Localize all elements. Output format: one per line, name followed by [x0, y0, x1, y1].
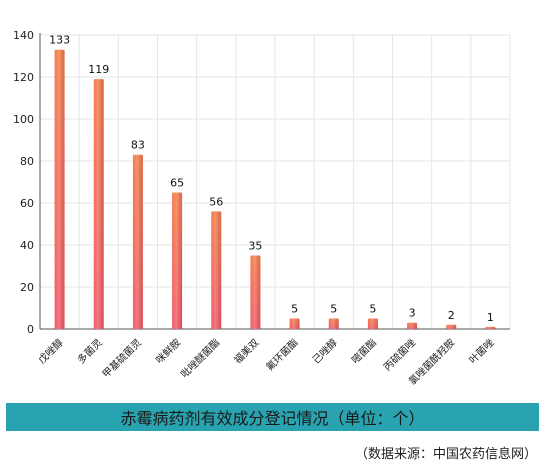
x-tick-label: 氟环菌酯	[263, 336, 300, 373]
x-tick-label: 福美双	[231, 336, 261, 366]
bar-shading	[446, 324, 457, 329]
x-tick-label: 己唑醇	[309, 336, 339, 366]
bar-shading	[54, 49, 65, 329]
y-tick-label: 40	[20, 239, 34, 252]
data-label: 5	[369, 303, 376, 316]
bar-shading	[250, 255, 261, 329]
bar-shading	[211, 211, 222, 329]
data-label: 5	[330, 303, 337, 316]
x-tick-label: 丙硫菌唑	[381, 336, 418, 373]
title-banner: 赤霉病药剂有效成分登记情况（单位：个）	[6, 403, 539, 431]
y-tick-label: 140	[13, 29, 34, 42]
y-tick-label: 120	[13, 71, 34, 84]
chart-title: 赤霉病药剂有效成分登记情况（单位：个）	[120, 409, 425, 428]
y-tick-label: 0	[27, 323, 34, 336]
bar-shading	[367, 318, 378, 329]
data-label: 35	[248, 240, 262, 253]
data-label: 2	[448, 309, 455, 322]
bar-shading	[289, 318, 300, 329]
data-source-note: （数据来源：中国农药信息网）	[354, 447, 537, 462]
bar-shading	[485, 326, 496, 329]
y-tick-label: 60	[20, 197, 34, 210]
y-tick-label: 80	[20, 155, 34, 168]
bar-shading	[93, 79, 104, 329]
data-label: 65	[170, 177, 184, 190]
bar-shading	[172, 192, 183, 329]
data-label: 133	[49, 34, 70, 47]
bar-shading	[132, 154, 143, 329]
x-tick-label: 甲基硫菌灵	[99, 336, 144, 381]
bar-shading	[407, 322, 418, 329]
data-labels: 133 119 83 65 56 35 5 5 5 3 2 1	[49, 34, 494, 324]
x-tick-label: 叶菌唑	[466, 336, 496, 366]
chart-area: 0 20 40 60 80 100 120 140 133 119 83 65 56 35 5 5 5 3 2 1 …	[13, 29, 511, 388]
x-tick-label: 戊唑醇	[35, 336, 65, 366]
x-tick-label: 咪鲜胺	[153, 336, 183, 366]
x-tick-label: 嘧菌酯	[349, 336, 379, 366]
data-label: 5	[291, 303, 298, 316]
data-label: 56	[209, 195, 223, 208]
y-tick-label: 100	[13, 113, 34, 126]
grid-lines	[39, 34, 511, 330]
data-label: 83	[131, 139, 145, 152]
y-tick-label: 20	[20, 281, 34, 294]
x-tick-label: 吡唑醚菌酯	[178, 336, 223, 381]
x-tick-label: 多菌灵	[74, 336, 104, 366]
bars	[54, 49, 496, 329]
axes: 0 20 40 60 80 100 120 140	[13, 29, 510, 336]
bar-shading	[328, 318, 339, 329]
data-label: 1	[487, 311, 494, 324]
data-label: 119	[88, 63, 109, 76]
data-label: 3	[409, 307, 416, 320]
